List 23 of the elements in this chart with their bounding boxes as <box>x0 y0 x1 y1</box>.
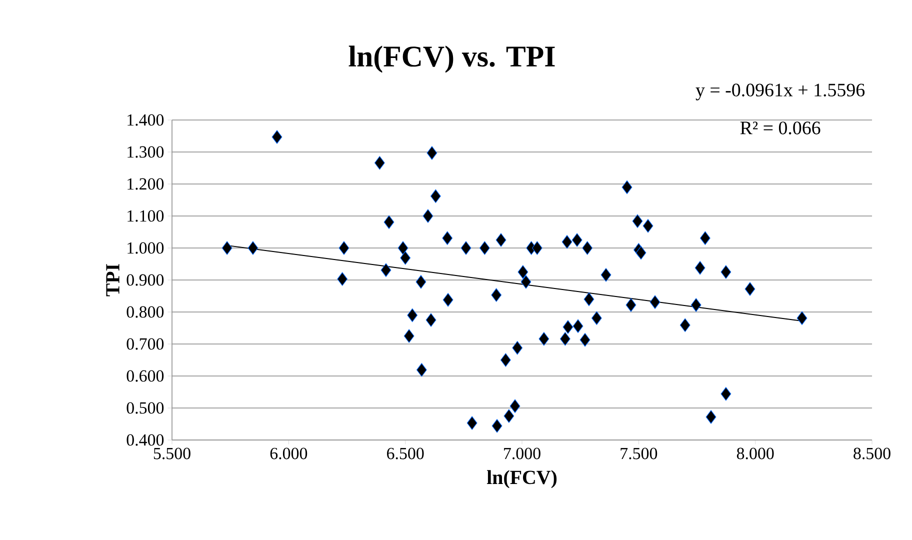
y-tick-label: 1.100 <box>128 210 164 222</box>
y-tick-label: 0.900 <box>126 274 164 286</box>
y-tick-label: 0.500 <box>126 402 164 414</box>
y-tick-label: 0.800 <box>126 306 164 318</box>
y-tick-label: 1.400 <box>128 114 164 126</box>
x-tick-label: 7.000 <box>504 448 540 460</box>
annotation: R² = 0.066 <box>740 122 820 134</box>
y-tick-label: 1.300 <box>128 146 164 158</box>
x-tick-label: 6.000 <box>270 448 308 460</box>
text: y = -0.0961x + 1.5596 <box>696 84 865 100</box>
x-tick-label: 8.500 <box>854 448 890 460</box>
x-tick-label: 7.500 <box>620 448 658 460</box>
y-tick-label: 0.700 <box>126 338 164 350</box>
y-tick-label: 1.000 <box>128 242 164 254</box>
y-tick-label: 0.400 <box>126 434 164 446</box>
x-tick-label: 5.500 <box>154 448 190 460</box>
x-tick-label: 8.000 <box>736 448 774 460</box>
chart-title: ln(FCV) vs. TPI <box>348 46 555 73</box>
x-axis-title: ln(FCV) <box>486 470 557 488</box>
x-tick-label: 6.500 <box>387 448 424 460</box>
y-tick-label: 0.600 <box>126 370 164 382</box>
y-tick-label: 1.200 <box>128 178 164 190</box>
y-axis-title: TPI <box>106 264 120 296</box>
